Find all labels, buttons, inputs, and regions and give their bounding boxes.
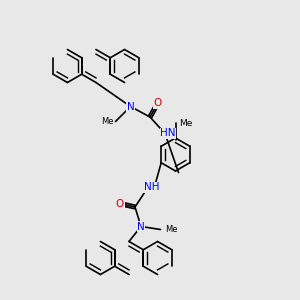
Text: O: O	[153, 98, 162, 109]
Text: HN: HN	[160, 128, 176, 139]
Text: O: O	[116, 199, 124, 209]
Text: N: N	[127, 101, 134, 112]
Text: Me: Me	[179, 118, 193, 127]
Text: NH: NH	[144, 182, 159, 193]
Text: Me: Me	[101, 117, 114, 126]
Text: N: N	[137, 221, 145, 232]
Text: Me: Me	[165, 225, 178, 234]
